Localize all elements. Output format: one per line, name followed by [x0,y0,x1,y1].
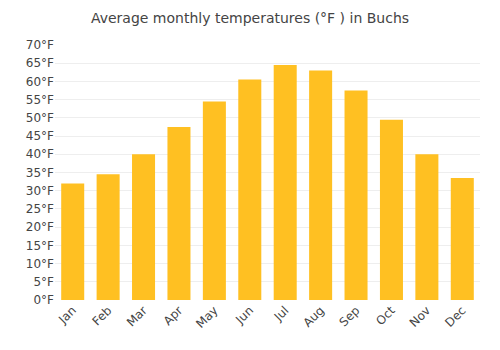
svg-text:60°F: 60°F [26,75,54,89]
svg-text:Average monthly temperatures (: Average monthly temperatures (°F ) in Bu… [91,10,409,26]
svg-text:5°F: 5°F [33,275,54,289]
svg-text:Feb: Feb [90,303,115,328]
svg-text:10°F: 10°F [26,257,54,271]
svg-text:65°F: 65°F [26,56,54,70]
svg-text:20°F: 20°F [26,220,54,234]
svg-text:70°F: 70°F [26,38,54,52]
svg-text:30°F: 30°F [26,184,54,198]
svg-text:Dec: Dec [442,303,468,329]
svg-text:Jan: Jan [55,303,79,327]
svg-text:25°F: 25°F [26,202,54,216]
svg-text:40°F: 40°F [26,147,54,161]
svg-text:35°F: 35°F [26,166,54,180]
svg-text:15°F: 15°F [26,239,54,253]
svg-text:May: May [193,303,220,330]
svg-text:Aug: Aug [301,303,327,329]
svg-text:Nov: Nov [407,303,433,329]
svg-text:Sep: Sep [337,303,363,329]
svg-text:Mar: Mar [124,303,150,329]
svg-text:Jun: Jun [232,303,256,327]
svg-text:Oct: Oct [373,303,398,328]
svg-text:Jul: Jul [271,303,292,324]
svg-text:Apr: Apr [161,303,186,328]
svg-text:50°F: 50°F [26,111,54,125]
svg-text:45°F: 45°F [26,129,54,143]
svg-text:55°F: 55°F [26,93,54,107]
svg-text:0°F: 0°F [33,293,54,307]
